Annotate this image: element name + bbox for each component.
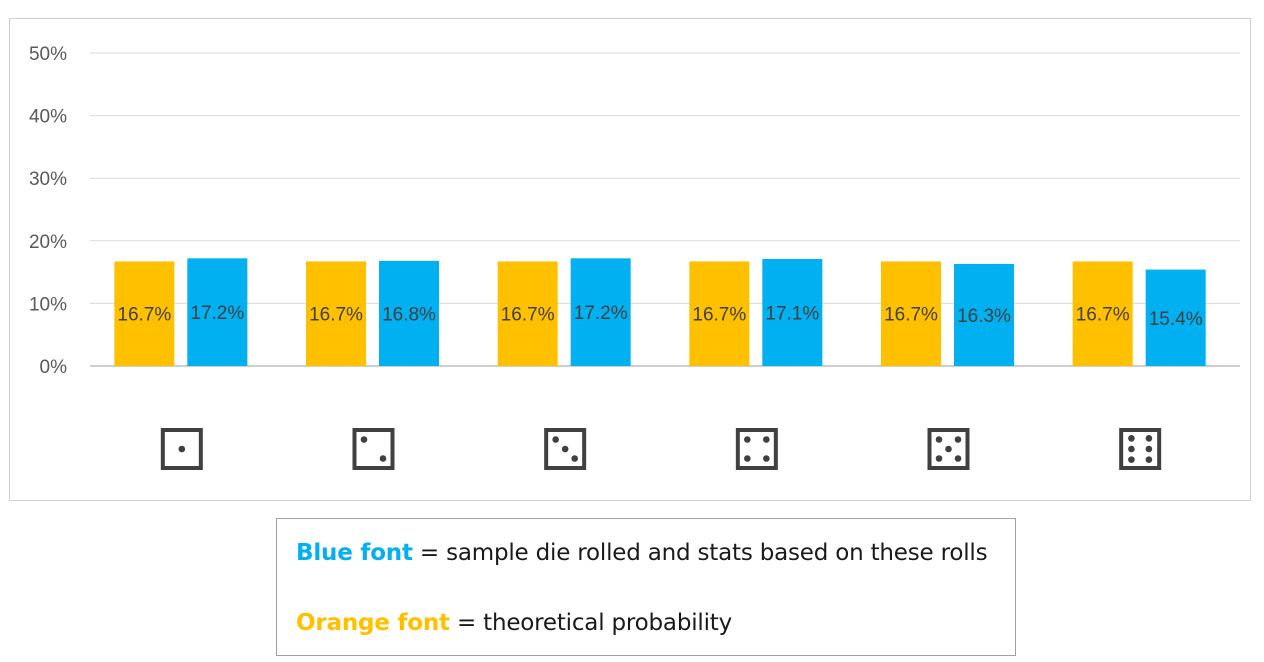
die-pip [1145,435,1153,442]
die-pip [935,436,943,443]
data-label: 17.2% [574,303,628,324]
bar-orange [689,261,750,366]
bar-blue [762,258,823,366]
bar-blue [379,260,439,366]
legend-box: Blue font = sample die rolled and stats … [276,518,1016,656]
die-face-5-icon [927,428,970,470]
bar-orange [114,261,175,366]
die-pip [1145,445,1153,453]
data-label: 17.1% [765,303,819,324]
die-pip [935,455,943,462]
y-tick-label: 0% [40,357,68,378]
data-label: 16.7% [309,305,363,326]
y-tick-label: 50% [29,44,67,65]
die-pip [1128,435,1135,442]
die-face-6-icon [1119,428,1162,470]
bar-chart: 0% 10% 20% 30% 40% 50% 16.7% 16.7% 16.7% 16.7% 16.… [29,44,1240,470]
bar-blue [954,263,1014,366]
y-tick-label: 40% [29,107,67,128]
legend-text-orange: = theoretical probability [449,610,733,636]
die-pip [744,436,751,443]
y-tick-label: 10% [29,294,67,315]
die-face-1-icon [160,428,203,470]
y-tick-label: 30% [29,169,67,190]
die-pip [1145,456,1153,463]
die-pip [178,445,186,453]
bar-blue [1145,269,1206,366]
die-pip [571,455,578,462]
data-label: 16.7% [117,305,171,326]
data-label: 16.7% [692,305,746,326]
data-label: 16.8% [382,304,436,325]
die-face-4-icon [735,428,778,470]
die-pip [1128,445,1135,453]
bar-orange [881,261,941,366]
die-pip [763,436,770,443]
legend-line-blue: Blue font = sample die rolled and stats … [296,540,988,566]
data-label: 16.3% [957,306,1011,327]
legend-key-blue: Blue font [296,540,413,566]
data-label: 16.7% [884,305,938,326]
bar-blue [187,258,248,366]
die-pip [561,445,569,453]
die-pip [1128,456,1135,463]
die-pip [945,445,952,453]
data-label: 16.7% [501,305,555,326]
legend-text-blue: = sample die rolled and stats based on t… [412,540,988,566]
die-face-3-icon [544,428,587,470]
bar-orange [306,261,366,366]
die-pip [744,455,751,462]
chart-frame: 0% 10% 20% 30% 40% 50% 16.7% 16.7% 16.7% 16.7% 16.… [9,18,1251,501]
bar-blue [570,258,631,366]
legend-line-orange: Orange font = theoretical probability [296,610,732,636]
data-label: 16.7% [1076,305,1130,326]
die-face-2-icon [352,428,395,470]
die-pip [360,436,368,443]
die-pip [379,455,387,462]
die-pip [954,436,962,443]
bar-orange [497,261,558,366]
die-pip [954,455,962,462]
legend-key-orange: Orange font [296,610,450,636]
data-label: 17.2% [190,303,244,324]
die-pip [552,436,559,443]
die-pip [763,455,770,462]
data-label: 15.4% [1149,309,1203,330]
y-tick-label: 20% [29,232,67,253]
bar-orange [1072,261,1133,366]
